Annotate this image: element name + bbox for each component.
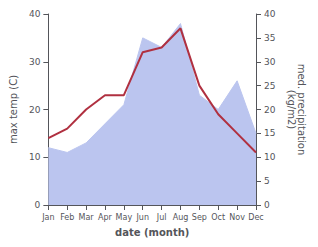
svg-text:Jul: Jul	[156, 213, 167, 222]
svg-text:Mar: Mar	[79, 213, 95, 222]
svg-text:date (month): date (month)	[115, 227, 189, 238]
svg-text:Apr: Apr	[98, 213, 113, 222]
svg-text:40: 40	[264, 9, 276, 19]
svg-text:Nov: Nov	[229, 213, 245, 222]
svg-text:40: 40	[29, 9, 41, 19]
svg-text:20: 20	[264, 105, 276, 115]
svg-text:15: 15	[264, 128, 275, 138]
svg-text:(kg/m2): (kg/m2)	[286, 90, 297, 130]
svg-text:0: 0	[35, 200, 41, 210]
svg-text:Feb: Feb	[60, 213, 74, 222]
svg-text:30: 30	[29, 57, 41, 67]
svg-text:Jan: Jan	[41, 213, 54, 222]
svg-text:10: 10	[29, 152, 41, 162]
svg-text:25: 25	[264, 81, 275, 91]
svg-text:5: 5	[264, 176, 270, 186]
svg-text:med. precipitation: med. precipitation	[295, 63, 307, 156]
svg-text:Oct: Oct	[211, 213, 225, 222]
svg-text:10: 10	[264, 152, 276, 162]
svg-text:35: 35	[264, 33, 275, 43]
svg-text:Aug: Aug	[173, 213, 189, 222]
svg-text:20: 20	[29, 105, 41, 115]
svg-text:Jun: Jun	[135, 213, 149, 222]
svg-text:30: 30	[264, 57, 276, 67]
svg-text:Dec: Dec	[248, 213, 263, 222]
svg-text:Sep: Sep	[192, 213, 207, 222]
svg-text:max temp (C): max temp (C)	[8, 75, 19, 144]
svg-text:May: May	[116, 213, 133, 222]
svg-text:0: 0	[264, 200, 270, 210]
